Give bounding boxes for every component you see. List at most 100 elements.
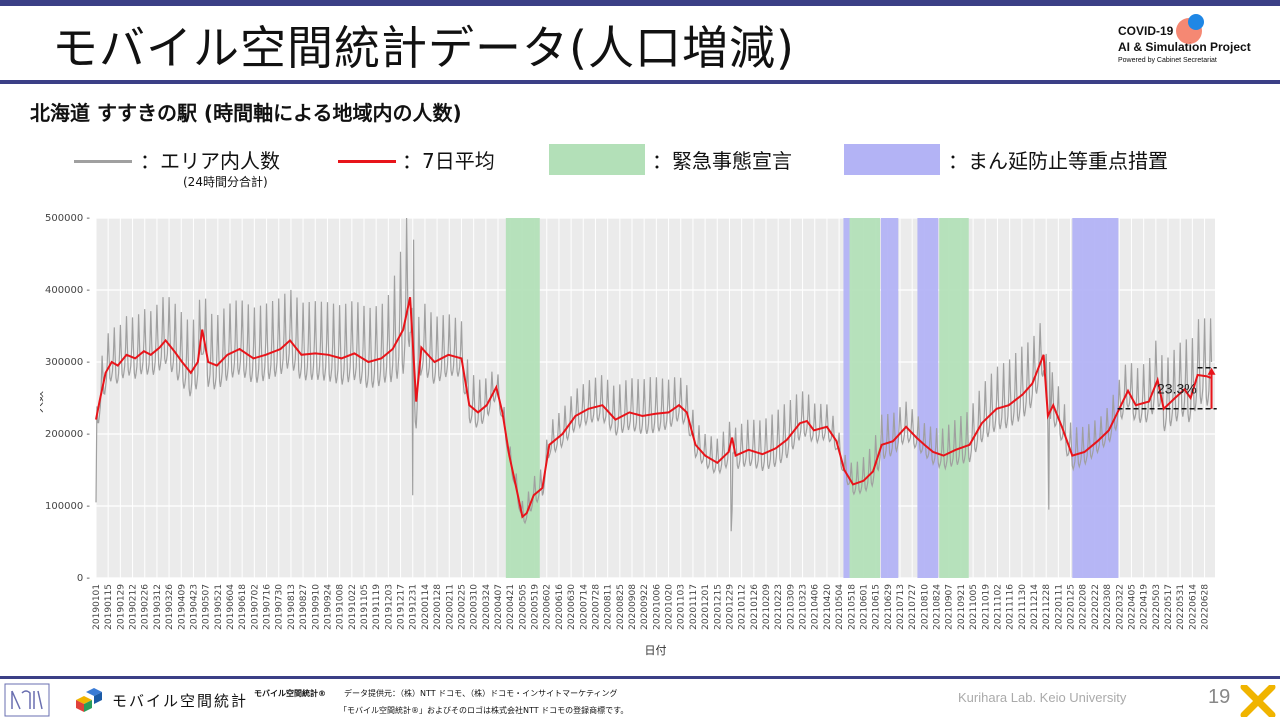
legend-emergency-label: ：緊急事態宣言 [652,149,792,173]
x-tick-label: 20200630 [567,584,577,630]
x-tick-label: 20220531 [1176,584,1186,630]
x-tick-label: 20210223 [774,584,784,630]
lab-logo-icon [4,683,50,717]
x-tick-label: 20220222 [1091,584,1101,630]
x-tick-label: 20220419 [1140,584,1150,630]
footer-trademark: 「モバイル空間統計®」およびそのロゴは株式会社NTT ドコモの登録商標です。 [339,706,629,715]
y-tick-label: 300000 - [45,357,90,368]
x-tick-label: 20200421 [506,584,516,630]
x-tick-label: 20210907 [945,584,955,630]
legend-priority-label: ：まん延防止等重点措置 [948,149,1168,173]
x-tick-label: 20191022 [348,584,358,630]
x-tick-label: 20220111 [1054,584,1064,630]
x-tick-label: 20211005 [969,584,979,630]
legend-daily-note: (24時間分合計) [183,175,268,189]
x-tick-label: 20220517 [1164,584,1174,630]
x-tick-label: 20190827 [299,584,309,630]
x-tick-label: 20200128 [433,584,443,630]
x-mark-icon [1240,685,1276,717]
mobile-stats-logo-icon [76,688,102,712]
x-tick-label: 20191203 [384,584,394,630]
emergency-period [849,218,880,578]
legend-avg-label: ：7日平均 [402,149,495,173]
x-tick-label: 20210824 [933,584,943,630]
x-tick-label: 20211228 [1042,584,1052,630]
x-tick-label: 20200922 [640,584,650,630]
x-axis-title: 日付 [645,644,667,657]
x-tick-label: 20190226 [141,584,151,630]
x-tick-label: 20190312 [153,584,163,630]
logo-blue-circle [1188,14,1204,30]
x-tick-label: 20210810 [920,584,930,630]
x-tick-label: 20190409 [177,584,187,630]
legend-daily-swatch [74,160,132,163]
footer-credit: Kurihara Lab. Keio University [958,690,1127,705]
x-tick-label: 20220322 [1115,584,1125,630]
x-tick-label: 20210420 [823,584,833,630]
footer-product: モバイル空間統計® [254,689,326,698]
x-tick-label: 20200407 [494,584,504,630]
series-daily-line [95,217,1213,532]
emergency-period [939,218,969,578]
x-tick-label: 20190326 [165,584,175,630]
logo-line3: Powered by Cabinet Secretariat [1118,57,1217,64]
logo-line2: AI & Simulation Project [1118,40,1251,54]
x-tick-label: 20220405 [1127,584,1137,630]
y-tick-label: 200000 - [45,429,90,440]
x-tick-label: 20210309 [786,584,796,630]
x-tick-label: 20200505 [518,584,528,630]
x-tick-label: 20200616 [555,584,565,630]
x-tick-label: 20210615 [872,584,882,630]
x-tick-label: 20220125 [1067,584,1077,630]
y-tick-label: 500000 - [45,213,90,224]
x-tick-label: 20200602 [543,584,553,630]
x-tick-label: 20190618 [238,584,248,630]
top-accent-bar [0,0,1280,6]
x-tick-label: 20200225 [457,584,467,630]
x-tick-label: 20220308 [1103,584,1113,630]
title-divider [0,80,1280,84]
y-tick-label: 0 - [77,573,91,584]
slide-title: モバイル空間統計データ(人口増減) [52,21,795,75]
x-tick-label: 20200114 [421,584,431,630]
y-axis-title: 人数 [40,391,45,413]
logo-line1: COVID-19 [1118,24,1174,38]
x-tick-label: 20210518 [847,584,857,630]
x-tick-label: 20190702 [250,584,260,630]
x-tick-label: 20190910 [311,584,321,630]
legend-daily-label: ：エリア内人数 [140,149,280,173]
x-tick-label: 20200908 [628,584,638,630]
priority-period [843,218,850,578]
x-tick-label: 20190212 [129,584,139,630]
x-tick-label: 20190730 [275,584,285,630]
footer-provider: データ提供元：（株）NTT ドコモ、（株）ドコモ・インサイトマーケティング [344,689,618,698]
legend-avg-swatch [338,160,396,163]
x-tick-label: 20190101 [92,584,102,630]
series-avg-line [95,296,1211,519]
x-tick-label: 20211116 [1006,584,1016,630]
project-logo: COVID-19 AI & Simulation Project Powered… [1118,14,1273,64]
x-tick-label: 20220208 [1079,584,1089,630]
x-tick-label: 20200714 [579,584,589,630]
x-tick-label: 20210713 [896,584,906,630]
footer-divider [0,676,1280,679]
mobile-stats-logo-text: モバイル空間統計 [112,692,249,710]
x-tick-label: 20200825 [616,584,626,630]
x-tick-label: 20191231 [409,584,419,630]
x-tick-label: 20220628 [1201,584,1211,630]
x-tick-label: 20190129 [116,584,126,630]
x-tick-label: 20210112 [738,584,748,630]
x-tick-label: 20190813 [287,584,297,630]
x-tick-label: 20190924 [323,584,333,630]
annotation-arrow-head [1207,367,1216,375]
x-tick-label: 20210629 [884,584,894,630]
x-tick-label: 20201201 [701,584,711,630]
x-tick-label: 20190423 [189,584,199,630]
x-tick-label: 20190507 [202,584,212,630]
page-number: 19 [1208,686,1231,708]
x-tick-label: 20211214 [1030,584,1040,630]
x-tick-label: 20190521 [214,584,224,630]
x-tick-label: 20210323 [799,584,809,630]
x-tick-label: 20201215 [713,584,723,630]
x-tick-label: 20201020 [665,584,675,630]
